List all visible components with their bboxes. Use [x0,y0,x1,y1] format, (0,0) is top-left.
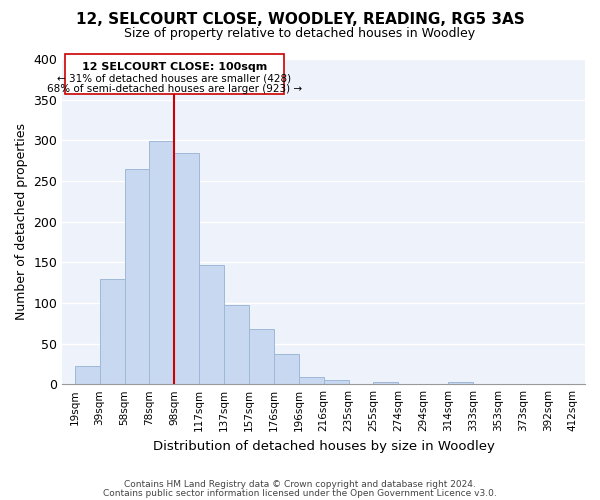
Text: ← 31% of detached houses are smaller (428): ← 31% of detached houses are smaller (42… [57,73,292,83]
X-axis label: Distribution of detached houses by size in Woodley: Distribution of detached houses by size … [153,440,494,452]
Bar [75,366,100,384]
Bar [323,380,349,384]
Bar [299,377,323,384]
Y-axis label: Number of detached properties: Number of detached properties [15,123,28,320]
Text: 12, SELCOURT CLOSE, WOODLEY, READING, RG5 3AS: 12, SELCOURT CLOSE, WOODLEY, READING, RG… [76,12,524,28]
Bar [199,265,224,384]
Bar [100,278,125,384]
Text: Size of property relative to detached houses in Woodley: Size of property relative to detached ho… [124,28,476,40]
Bar [448,382,473,384]
Bar [65,54,284,94]
Text: 12 SELCOURT CLOSE: 100sqm: 12 SELCOURT CLOSE: 100sqm [82,62,267,72]
Bar [224,304,249,384]
Bar [373,382,398,384]
Bar [175,152,199,384]
Bar [249,329,274,384]
Text: Contains public sector information licensed under the Open Government Licence v3: Contains public sector information licen… [103,488,497,498]
Text: Contains HM Land Registry data © Crown copyright and database right 2024.: Contains HM Land Registry data © Crown c… [124,480,476,489]
Text: 68% of semi-detached houses are larger (923) →: 68% of semi-detached houses are larger (… [47,84,302,94]
Bar [125,169,149,384]
Bar [274,354,299,384]
Bar [149,142,175,384]
